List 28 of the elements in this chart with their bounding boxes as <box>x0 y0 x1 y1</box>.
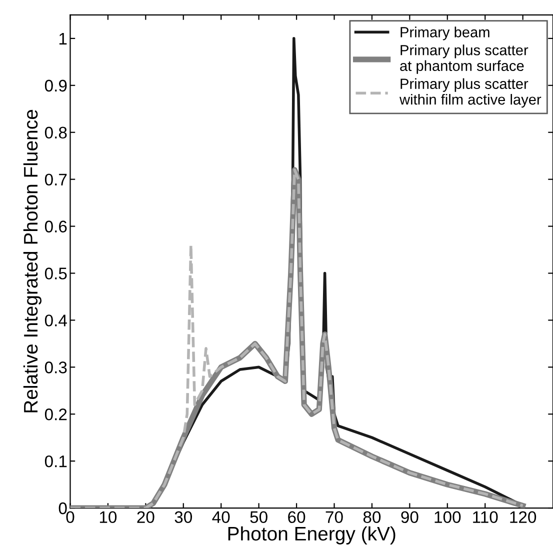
y-tick-label: 0.1 <box>44 455 67 468</box>
y-axis-title: Relative Integrated Photon Fluence <box>23 110 42 412</box>
y-tick-label: 0.8 <box>44 126 67 139</box>
x-tick-label: 40 <box>212 511 230 524</box>
x-tick-label: 80 <box>363 511 381 524</box>
y-tick-label: 0 <box>58 502 67 514</box>
legend-label: Primary plus scatter within film active layer <box>399 78 542 108</box>
x-tick-label: 10 <box>100 511 117 524</box>
x-tick-label: 70 <box>326 511 343 524</box>
x-tick-label: 30 <box>174 511 192 524</box>
legend-label: Primary beam <box>400 26 490 40</box>
y-tick-label: 0.6 <box>44 220 67 232</box>
legend-label: Primary plus scatter at phantom surface <box>400 44 528 74</box>
x-tick-label: 100 <box>434 511 461 524</box>
y-tick-label: 0.5 <box>44 268 67 280</box>
x-tick-label: 120 <box>510 511 536 524</box>
y-tick-label: 0.7 <box>44 174 67 186</box>
x-tick-label: 90 <box>401 511 418 524</box>
y-tick-label: 0.4 <box>44 314 67 326</box>
y-tick-label: 0.3 <box>44 362 67 374</box>
y-tick-label: 1 <box>59 33 67 44</box>
x-tick-label: 110 <box>473 511 498 524</box>
x-tick-label: 50 <box>250 511 268 524</box>
x-axis-title: Photon Energy (kV) <box>228 526 396 544</box>
y-tick-label: 0.9 <box>44 80 67 92</box>
y-tick-label: 0.2 <box>44 408 67 420</box>
x-tick-label: 20 <box>137 511 154 524</box>
x-tick-label: 60 <box>288 511 306 524</box>
